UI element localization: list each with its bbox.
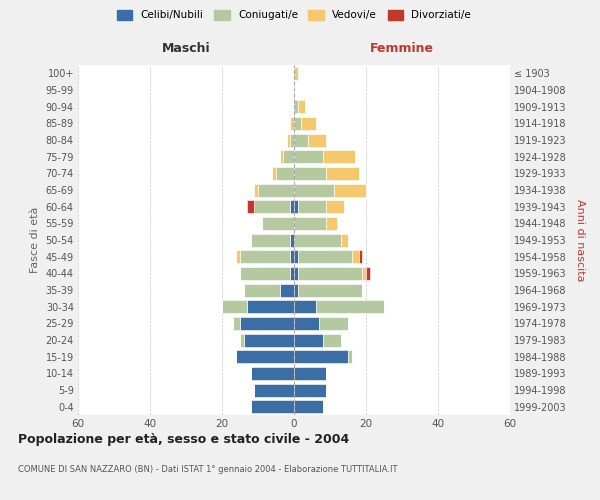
Bar [334, 184, 366, 196]
Bar [280, 150, 283, 163]
Bar [244, 334, 294, 346]
Bar [319, 317, 348, 330]
Bar [298, 100, 305, 113]
Bar [308, 134, 326, 146]
Bar [244, 284, 280, 296]
Legend: Celibi/Nubili, Coniugati/e, Vedovi/e, Divorziati/e: Celibi/Nubili, Coniugati/e, Vedovi/e, Di… [117, 10, 471, 20]
Bar [290, 234, 294, 246]
Bar [298, 284, 362, 296]
Bar [236, 350, 294, 363]
Bar [326, 200, 344, 213]
Bar [316, 300, 384, 313]
Bar [247, 300, 294, 313]
Bar [254, 384, 294, 396]
Bar [294, 384, 326, 396]
Bar [290, 267, 294, 280]
Bar [283, 150, 294, 163]
Bar [287, 134, 290, 146]
Bar [294, 317, 319, 330]
Bar [359, 250, 362, 263]
Bar [294, 150, 323, 163]
Bar [348, 350, 352, 363]
Bar [276, 167, 294, 180]
Bar [323, 150, 355, 163]
Bar [294, 167, 326, 180]
Bar [240, 267, 290, 280]
Bar [294, 67, 298, 80]
Bar [366, 267, 370, 280]
Bar [290, 200, 294, 213]
Bar [294, 250, 298, 263]
Bar [247, 200, 254, 213]
Bar [233, 317, 240, 330]
Bar [294, 367, 326, 380]
Bar [298, 267, 362, 280]
Bar [254, 184, 258, 196]
Bar [290, 117, 294, 130]
Bar [236, 250, 240, 263]
Bar [294, 134, 308, 146]
Bar [326, 217, 337, 230]
Bar [294, 350, 348, 363]
Bar [280, 284, 294, 296]
Bar [262, 217, 294, 230]
Bar [298, 200, 326, 213]
Bar [298, 250, 352, 263]
Text: Maschi: Maschi [161, 42, 211, 55]
Bar [323, 334, 341, 346]
Bar [294, 267, 298, 280]
Bar [352, 250, 359, 263]
Bar [294, 234, 341, 246]
Text: Popolazione per età, sesso e stato civile - 2004: Popolazione per età, sesso e stato civil… [18, 432, 349, 446]
Y-axis label: Anni di nascita: Anni di nascita [575, 198, 585, 281]
Bar [251, 234, 290, 246]
Bar [326, 167, 359, 180]
Bar [251, 367, 294, 380]
Bar [290, 250, 294, 263]
Bar [272, 167, 276, 180]
Bar [301, 117, 316, 130]
Bar [240, 317, 294, 330]
Bar [294, 117, 301, 130]
Bar [240, 250, 290, 263]
Bar [341, 234, 348, 246]
Bar [294, 284, 298, 296]
Bar [294, 100, 298, 113]
Bar [258, 184, 294, 196]
Bar [294, 300, 316, 313]
Bar [290, 134, 294, 146]
Text: Femmine: Femmine [370, 42, 434, 55]
Y-axis label: Fasce di età: Fasce di età [30, 207, 40, 273]
Text: COMUNE DI SAN NAZZARO (BN) - Dati ISTAT 1° gennaio 2004 - Elaborazione TUTTITALI: COMUNE DI SAN NAZZARO (BN) - Dati ISTAT … [18, 466, 398, 474]
Bar [240, 334, 244, 346]
Bar [294, 400, 323, 413]
Bar [254, 200, 290, 213]
Bar [294, 334, 323, 346]
Bar [294, 184, 334, 196]
Bar [294, 217, 326, 230]
Bar [222, 300, 247, 313]
Bar [251, 400, 294, 413]
Bar [362, 267, 366, 280]
Bar [294, 200, 298, 213]
